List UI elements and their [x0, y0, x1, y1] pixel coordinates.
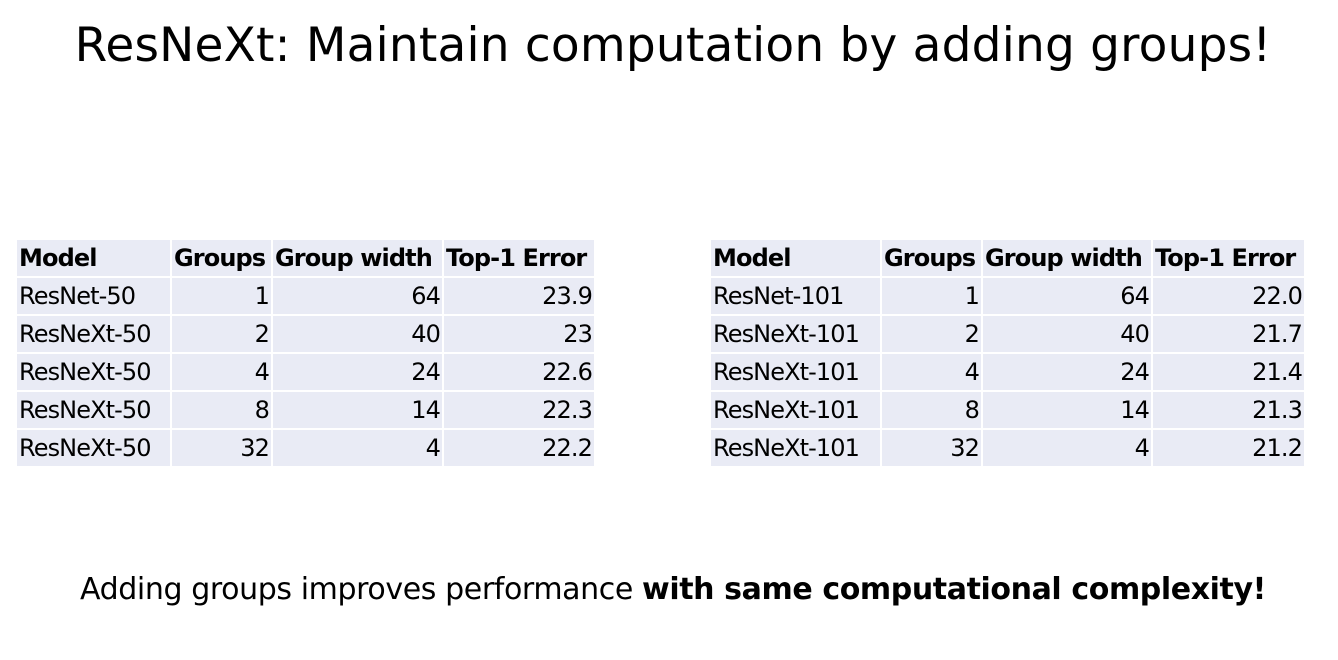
header-model: Model [17, 240, 171, 278]
cell-top1-error: 21.4 [1151, 353, 1304, 392]
cell-group-width: 14 [271, 391, 443, 430]
cell-top1-error: 21.2 [1151, 429, 1304, 466]
cell-group-width: 64 [271, 277, 443, 316]
cell-groups: 1 [880, 277, 982, 316]
cell-model: ResNet-101 [711, 277, 881, 316]
cell-model: ResNet-50 [17, 277, 171, 316]
cell-group-width: 24 [271, 353, 443, 392]
table-row: ResNeXt-50 32 4 22.2 [17, 429, 594, 466]
header-group-width: Group width [271, 240, 443, 278]
cell-groups: 4 [170, 353, 272, 392]
cell-top1-error: 23 [442, 315, 594, 354]
cell-model: ResNeXt-101 [711, 391, 881, 430]
header-group-width: Group width [981, 240, 1152, 278]
cell-model: ResNeXt-101 [711, 315, 881, 354]
cell-model: ResNeXt-50 [17, 429, 171, 466]
table-row: ResNet-50 1 64 23.9 [17, 277, 594, 316]
cell-model: ResNeXt-50 [17, 315, 171, 354]
cell-group-width: 4 [271, 429, 443, 466]
header-groups: Groups [170, 240, 272, 278]
cell-model: ResNeXt-50 [17, 353, 171, 392]
cell-top1-error: 22.6 [442, 353, 594, 392]
cell-groups: 8 [170, 391, 272, 430]
cell-top1-error: 22.2 [442, 429, 594, 466]
table-header-row: Model Groups Group width Top-1 Error [17, 240, 594, 278]
cell-groups: 2 [880, 315, 982, 354]
cell-top1-error: 22.3 [442, 391, 594, 430]
table-row: ResNeXt-101 4 24 21.4 [711, 353, 1304, 392]
resnext-101-results-table: Model Groups Group width Top-1 Error Res… [711, 240, 1304, 466]
header-top1-error: Top-1 Error [1151, 240, 1304, 278]
cell-groups: 1 [170, 277, 272, 316]
table-row: ResNeXt-50 4 24 22.6 [17, 353, 594, 392]
cell-group-width: 40 [981, 315, 1152, 354]
footer-normal-text: Adding groups improves performance [80, 572, 643, 607]
table-row: ResNeXt-50 8 14 22.3 [17, 391, 594, 430]
cell-model: ResNeXt-101 [711, 353, 881, 392]
table-row: ResNeXt-50 2 40 23 [17, 315, 594, 354]
cell-top1-error: 21.3 [1151, 391, 1304, 430]
cell-top1-error: 22.0 [1151, 277, 1304, 316]
cell-groups: 2 [170, 315, 272, 354]
cell-top1-error: 21.7 [1151, 315, 1304, 354]
slide-title: ResNeXt: Maintain computation by adding … [74, 18, 1272, 73]
cell-groups: 4 [880, 353, 982, 392]
header-model: Model [711, 240, 881, 278]
table-row: ResNet-101 1 64 22.0 [711, 277, 1304, 316]
table-row: ResNeXt-101 8 14 21.3 [711, 391, 1304, 430]
cell-model: ResNeXt-101 [711, 429, 881, 466]
cell-group-width: 64 [981, 277, 1152, 316]
table-header-row: Model Groups Group width Top-1 Error [711, 240, 1304, 278]
cell-group-width: 40 [271, 315, 443, 354]
cell-group-width: 4 [981, 429, 1152, 466]
cell-group-width: 24 [981, 353, 1152, 392]
table-row: ResNeXt-101 2 40 21.7 [711, 315, 1304, 354]
footer-bold-text: with same computational complexity! [642, 572, 1266, 607]
cell-groups: 8 [880, 391, 982, 430]
table-row: ResNeXt-101 32 4 21.2 [711, 429, 1304, 466]
cell-model: ResNeXt-50 [17, 391, 171, 430]
header-top1-error: Top-1 Error [442, 240, 594, 278]
footer-caption: Adding groups improves performance with … [0, 572, 1338, 607]
cell-group-width: 14 [981, 391, 1152, 430]
header-groups: Groups [880, 240, 982, 278]
resnext-50-results-table: Model Groups Group width Top-1 Error Res… [17, 240, 594, 466]
cell-groups: 32 [880, 429, 982, 466]
cell-groups: 32 [170, 429, 272, 466]
cell-top1-error: 23.9 [442, 277, 594, 316]
